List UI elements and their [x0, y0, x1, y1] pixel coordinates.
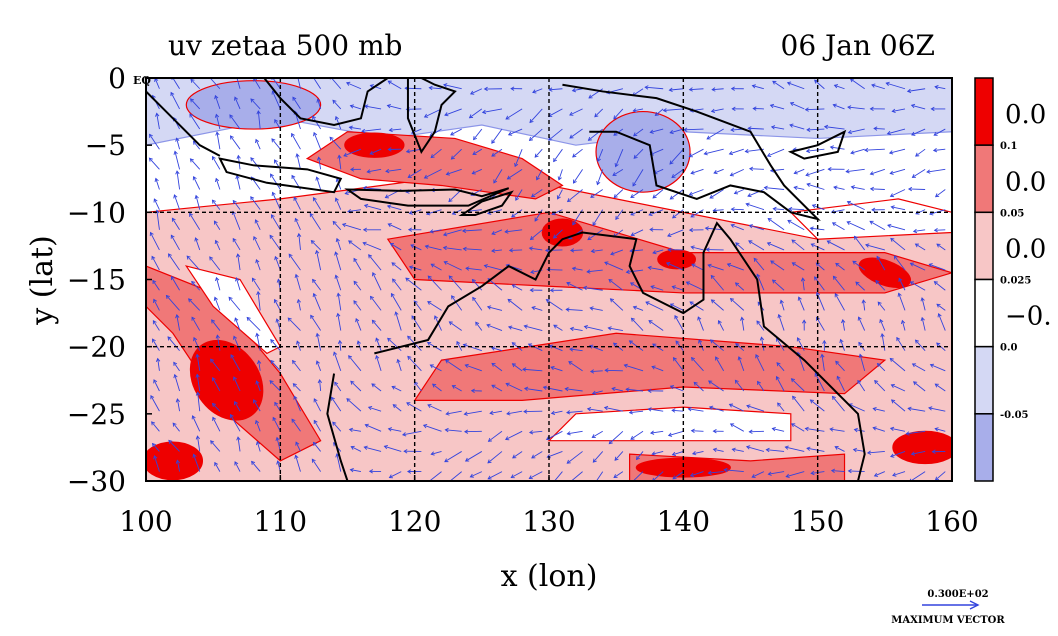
vorticity-field: [143, 70, 957, 485]
x-tick-label: 120: [388, 505, 441, 538]
colorbar-overflow-label: 0.0: [1005, 100, 1046, 130]
x-tick-label: 140: [657, 505, 710, 538]
y-tick-label: −25: [67, 398, 126, 431]
wind-vector: [749, 431, 764, 432]
wind-vector: [692, 431, 704, 432]
colorbar-swatch: [975, 78, 993, 145]
colorbar-swatch: [975, 414, 993, 481]
vector-legend-value: 0.300E+02: [927, 589, 988, 600]
colorbar-overflow-label: 0.0: [1005, 235, 1046, 265]
y-axis-label: y (lat): [25, 235, 60, 325]
colorbar-level-label: 0.0: [1000, 343, 1017, 354]
x-axis: 100 110 120 130 140 150 160: [119, 475, 978, 538]
wind-vector-head: [310, 73, 313, 76]
wind-vector-head: [295, 70, 299, 73]
x-tick-label: 100: [119, 505, 172, 538]
wind-vector: [571, 250, 583, 251]
colorbar-level-label: -0.05: [1000, 410, 1029, 421]
colorbar-overflow-label: −0.: [1005, 302, 1052, 332]
colorbar-swatch: [975, 145, 993, 212]
wind-vector: [909, 189, 925, 190]
wind-vector: [605, 370, 623, 371]
strong-cell-sw: [143, 442, 202, 480]
chart-subtitle: 06 Jan 06Z: [781, 29, 935, 62]
x-axis-label: x (lon): [501, 559, 598, 594]
equator-label: EQ: [133, 74, 151, 87]
colorbar: 0.1 0.05 0.025 0.0 -0.05 0.0 0.0 0.0 −0.: [975, 78, 1052, 481]
x-tick-label: 160: [925, 505, 978, 538]
wind-vector: [874, 128, 885, 129]
y-tick-label: −20: [67, 331, 126, 364]
colorbar-level-label: 0.025: [1000, 276, 1031, 287]
y-axis: 0 −5 −10 −15 −20 −25 −30: [67, 62, 152, 498]
colorbar-level-label: 0.1: [1000, 141, 1017, 152]
vector-legend: 0.300E+02 MAXIMUM VECTOR: [891, 589, 1005, 626]
colorbar-swatch: [975, 347, 993, 414]
strong-cell-timor: [345, 133, 404, 157]
wind-vector: [935, 230, 946, 231]
y-tick-label: 0: [108, 62, 126, 95]
strong-cell-south: [636, 458, 730, 477]
y-tick-label: −30: [67, 465, 126, 498]
x-tick-label: 130: [522, 505, 575, 538]
chart-title: uv zetaa 500 mb: [168, 29, 402, 62]
colorbar-overflow-label: 0.0: [1005, 167, 1046, 197]
wind-vector-head: [234, 71, 237, 74]
colorbar-level-label: 0.05: [1000, 208, 1024, 219]
y-tick-label: −15: [67, 264, 126, 297]
vector-legend-label: MAXIMUM VECTOR: [891, 615, 1005, 626]
strong-cell-center: [658, 250, 696, 269]
negative-cell-png: [596, 112, 690, 193]
wind-vector-head: [594, 482, 597, 485]
x-tick-label: 150: [791, 505, 844, 538]
colorbar-swatch: [975, 212, 993, 279]
strong-cell-southeast: [893, 431, 957, 463]
y-tick-label: −5: [85, 129, 126, 162]
colorbar-swatch: [975, 280, 993, 347]
x-tick-label: 110: [254, 505, 307, 538]
y-tick-label: −10: [67, 196, 126, 229]
